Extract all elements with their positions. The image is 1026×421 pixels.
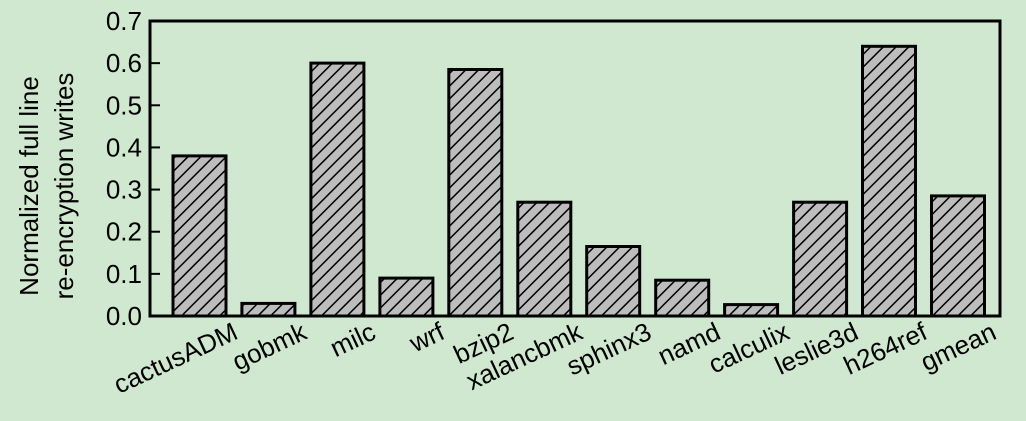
bar-xalancbmk [516,200,573,318]
y-tick-label: 0.3 [106,175,142,205]
bar-sphinx3 [585,245,642,318]
bar-milc [309,61,366,318]
y-tick-label: 0.0 [106,301,142,331]
bar-gobmk [240,301,297,318]
bar-h264ref [861,44,917,318]
bar-series [171,44,986,318]
y-tick-label: 0.5 [106,90,142,120]
y-tick-label: 0.2 [106,217,142,247]
bar-namd [654,278,711,318]
bar-wrf [378,276,435,318]
y-tick-label: 0.6 [106,48,142,78]
y-tick-label: 0.4 [106,132,142,162]
y-axis-title-line-1: Normalized full line [14,76,44,296]
y-axis-title-line-2: re-encryption writes [49,73,79,300]
y-tick-label: 0.1 [106,259,142,289]
bar-leslie3d [792,200,849,318]
y-tick-label: 0.7 [106,6,142,36]
bar-gmean [930,194,986,318]
y-axis-ticks: 0.0 0.1 0.2 0.3 0.4 0.5 0.6 0.7 [106,6,160,331]
bar-cactusadm [171,154,228,318]
bar-calculix [723,303,780,318]
bar-bzip2 [447,68,504,318]
plot-frame [148,19,1002,318]
